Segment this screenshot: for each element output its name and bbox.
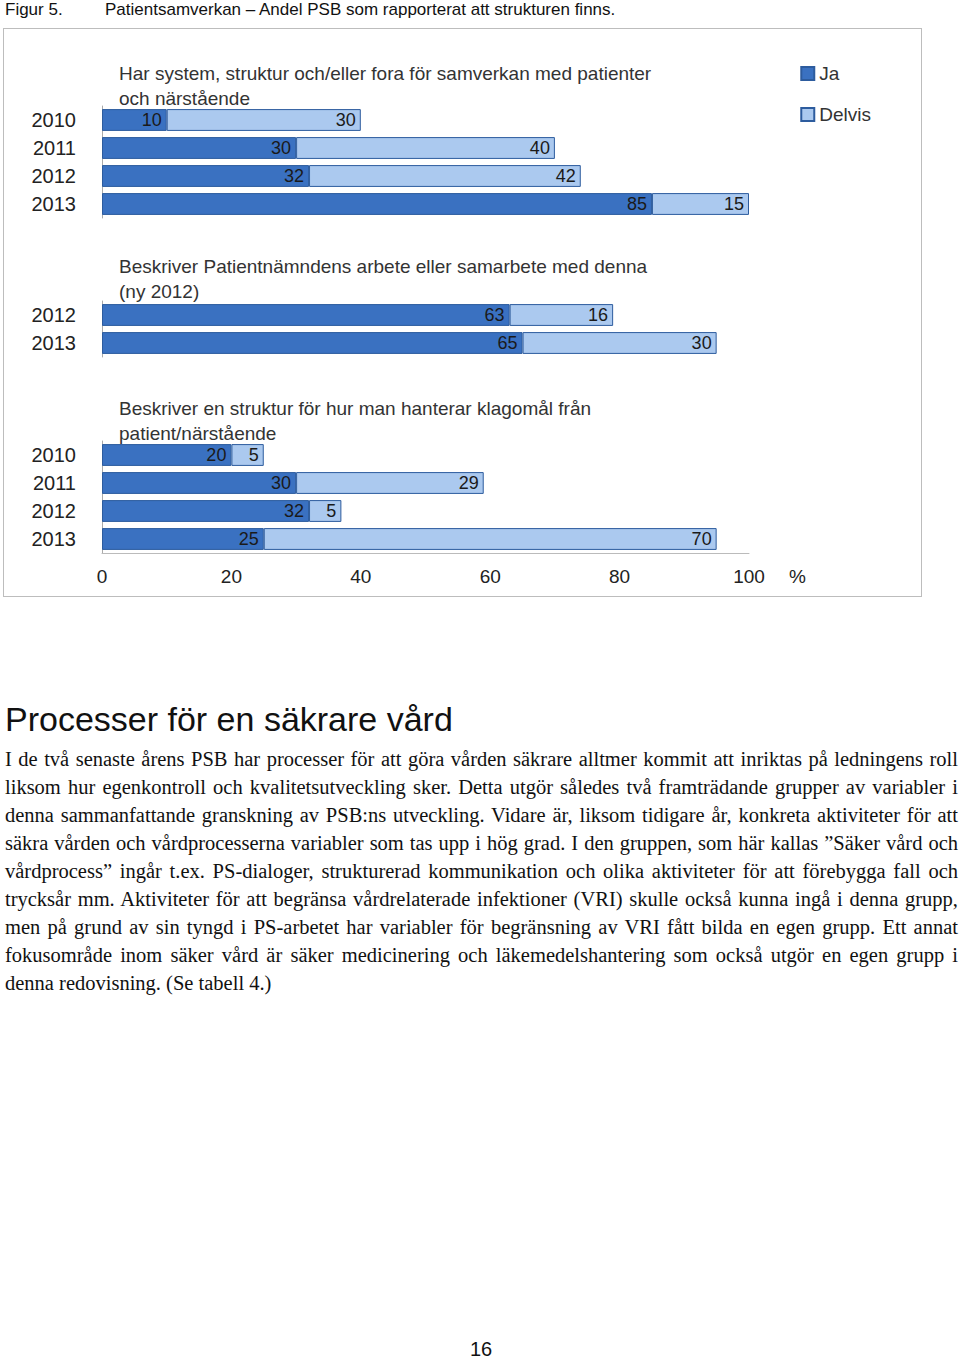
svg-text:2012: 2012 [32, 165, 77, 187]
html-text:16: 16 [469, 1338, 493, 1360]
svg-text:2012: 2012 [32, 304, 77, 326]
svg-text:Beskriver en struktur för hur: Beskriver en struktur för hur man hanter… [119, 398, 596, 419]
svg-text:20: 20 [221, 566, 242, 587]
svg-text:40: 40 [350, 566, 371, 587]
svg-text:och närstående: och närstående [119, 88, 250, 109]
svg-text:5: 5 [326, 501, 336, 521]
svg-text:63: 63 [485, 305, 505, 325]
svg-text:%: % [789, 566, 806, 587]
svg-text:30: 30 [271, 138, 291, 158]
html-text:Processer för en säkrare vård: Processer för en säkrare vård [5, 700, 453, 738]
svg-text:Delvis: Delvis [819, 104, 871, 125]
svg-text:40: 40 [530, 138, 550, 158]
svg-text:2012: 2012 [32, 500, 77, 522]
html-text:Patientsamverkan – Andel PSB s: Patientsamverkan – Andel PSB som rapport… [105, 0, 616, 19]
html-text:Figur 5.: Figur 5. [5, 0, 63, 19]
svg-text:5: 5 [249, 445, 259, 465]
svg-text:32: 32 [284, 501, 304, 521]
svg-text:30: 30 [692, 333, 712, 353]
svg-text:70: 70 [692, 529, 712, 549]
svg-text:patient/närstående: patient/närstående [119, 423, 276, 444]
svg-text:2013: 2013 [32, 332, 77, 354]
svg-text:32: 32 [284, 166, 304, 186]
svg-text:2013: 2013 [32, 193, 77, 215]
svg-text:Har system, struktur och/eller: Har system, struktur och/eller fora för … [119, 63, 656, 84]
svg-text:42: 42 [556, 166, 576, 186]
svg-text:30: 30 [336, 110, 356, 130]
svg-text:16: 16 [588, 305, 608, 325]
svg-text:100: 100 [733, 566, 765, 587]
svg-text:2010: 2010 [32, 444, 77, 466]
svg-text:15: 15 [724, 194, 744, 214]
html-text:I de två senaste årens PSB har: I de två senaste årens PSB har processer… [5, 748, 958, 994]
svg-text:(ny 2012): (ny 2012) [119, 281, 199, 302]
svg-text:Ja: Ja [819, 63, 840, 84]
svg-text:20: 20 [206, 445, 226, 465]
svg-text:29: 29 [459, 473, 479, 493]
svg-text:2011: 2011 [33, 472, 76, 494]
svg-text:80: 80 [609, 566, 630, 587]
svg-text:60: 60 [480, 566, 501, 587]
svg-text:2011: 2011 [33, 137, 76, 159]
svg-text:Beskriver Patientnämndens arbe: Beskriver Patientnämndens arbete eller s… [119, 256, 652, 277]
svg-text:2010: 2010 [32, 109, 77, 131]
svg-text:30: 30 [271, 473, 291, 493]
svg-text:2013: 2013 [32, 528, 77, 550]
svg-text:25: 25 [239, 529, 259, 549]
svg-text:85: 85 [627, 194, 647, 214]
svg-text:65: 65 [498, 333, 518, 353]
svg-text:0: 0 [97, 566, 108, 587]
svg-text:10: 10 [142, 110, 162, 130]
